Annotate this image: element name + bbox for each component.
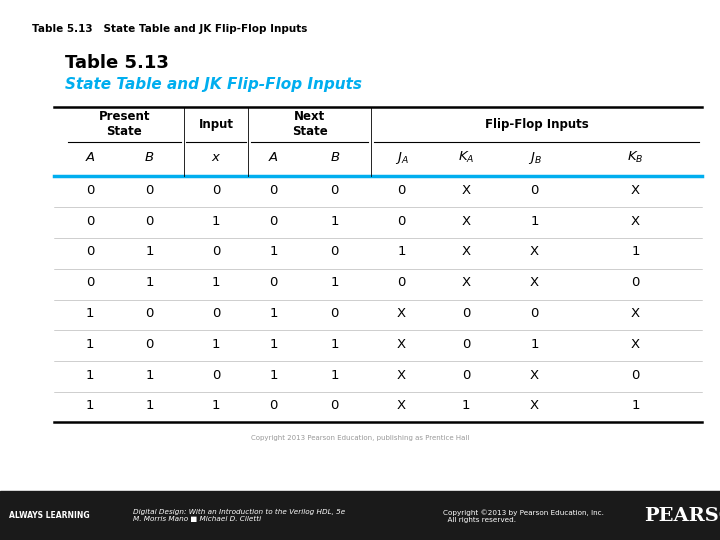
Text: 0: 0 bbox=[212, 245, 220, 259]
Text: X: X bbox=[631, 307, 640, 320]
Text: 1: 1 bbox=[269, 245, 278, 259]
Text: State Table and JK Flip-Flop Inputs: State Table and JK Flip-Flop Inputs bbox=[65, 77, 362, 92]
Text: $\mathit{K}_A$: $\mathit{K}_A$ bbox=[458, 150, 474, 165]
Text: 1: 1 bbox=[86, 399, 94, 413]
Text: $\mathit{J}_B$: $\mathit{J}_B$ bbox=[528, 150, 541, 166]
Text: X: X bbox=[397, 307, 406, 320]
Text: 0: 0 bbox=[269, 214, 278, 228]
Text: 0: 0 bbox=[269, 276, 278, 289]
Text: 1: 1 bbox=[269, 368, 278, 382]
Text: 0: 0 bbox=[269, 399, 278, 413]
Text: X: X bbox=[631, 184, 640, 197]
Text: 1: 1 bbox=[145, 245, 153, 259]
Text: 0: 0 bbox=[462, 338, 470, 351]
Text: X: X bbox=[530, 245, 539, 259]
Text: 1: 1 bbox=[86, 338, 94, 351]
Text: X: X bbox=[530, 276, 539, 289]
Text: 1: 1 bbox=[212, 276, 220, 289]
Text: 0: 0 bbox=[330, 399, 339, 413]
Text: 1: 1 bbox=[531, 214, 539, 228]
Text: 0: 0 bbox=[212, 184, 220, 197]
Text: 0: 0 bbox=[330, 245, 339, 259]
Text: $\mathit{B}$: $\mathit{B}$ bbox=[330, 151, 340, 164]
Text: X: X bbox=[397, 338, 406, 351]
Text: 0: 0 bbox=[397, 214, 405, 228]
Text: 0: 0 bbox=[212, 368, 220, 382]
Text: 1: 1 bbox=[212, 399, 220, 413]
Text: PEARSON: PEARSON bbox=[644, 507, 720, 525]
Text: ALWAYS LEARNING: ALWAYS LEARNING bbox=[9, 511, 89, 520]
Text: 1: 1 bbox=[330, 338, 339, 351]
Text: X: X bbox=[462, 276, 471, 289]
Text: 0: 0 bbox=[330, 184, 339, 197]
Text: $\mathit{K}_B$: $\mathit{K}_B$ bbox=[627, 150, 644, 165]
Text: 1: 1 bbox=[86, 307, 94, 320]
Text: 1: 1 bbox=[86, 368, 94, 382]
Text: X: X bbox=[530, 368, 539, 382]
Text: 0: 0 bbox=[531, 184, 539, 197]
Text: 1: 1 bbox=[330, 276, 339, 289]
Text: $\mathit{A}$: $\mathit{A}$ bbox=[268, 151, 279, 164]
Text: X: X bbox=[530, 399, 539, 413]
Text: 0: 0 bbox=[631, 368, 639, 382]
Text: $\mathit{J}_A$: $\mathit{J}_A$ bbox=[395, 150, 408, 166]
Text: 0: 0 bbox=[86, 184, 94, 197]
Text: Flip-Flop Inputs: Flip-Flop Inputs bbox=[485, 118, 588, 131]
Text: 0: 0 bbox=[145, 307, 153, 320]
Text: 0: 0 bbox=[631, 276, 639, 289]
Text: 1: 1 bbox=[330, 214, 339, 228]
Text: 0: 0 bbox=[145, 184, 153, 197]
Text: $\mathit{x}$: $\mathit{x}$ bbox=[211, 151, 221, 164]
Text: Present
State: Present State bbox=[99, 110, 150, 138]
Text: Next
State: Next State bbox=[292, 110, 328, 138]
Text: Table 5.13   State Table and JK Flip-Flop Inputs: Table 5.13 State Table and JK Flip-Flop … bbox=[32, 24, 307, 35]
Text: 1: 1 bbox=[531, 338, 539, 351]
Text: 0: 0 bbox=[86, 214, 94, 228]
Text: 1: 1 bbox=[212, 214, 220, 228]
Text: 1: 1 bbox=[631, 399, 639, 413]
Text: Digital Design: With an Introduction to the Verilog HDL, 5e
M. Morris Mano ■ Mic: Digital Design: With an Introduction to … bbox=[133, 509, 346, 522]
Text: 0: 0 bbox=[86, 276, 94, 289]
Text: 0: 0 bbox=[86, 245, 94, 259]
Text: X: X bbox=[397, 368, 406, 382]
Text: X: X bbox=[462, 184, 471, 197]
Text: Copyright 2013 Pearson Education, publishing as Prentice Hall: Copyright 2013 Pearson Education, publis… bbox=[251, 435, 469, 442]
Text: 1: 1 bbox=[145, 368, 153, 382]
Text: 1: 1 bbox=[631, 245, 639, 259]
Text: 1: 1 bbox=[145, 399, 153, 413]
Text: 0: 0 bbox=[531, 307, 539, 320]
Text: X: X bbox=[631, 214, 640, 228]
Text: X: X bbox=[397, 399, 406, 413]
Text: 0: 0 bbox=[269, 184, 278, 197]
Text: 1: 1 bbox=[269, 307, 278, 320]
Text: 1: 1 bbox=[145, 276, 153, 289]
Text: 0: 0 bbox=[462, 368, 470, 382]
Text: 0: 0 bbox=[462, 307, 470, 320]
Text: 1: 1 bbox=[397, 245, 405, 259]
Text: 0: 0 bbox=[397, 184, 405, 197]
Text: X: X bbox=[631, 338, 640, 351]
Text: 0: 0 bbox=[212, 307, 220, 320]
Text: X: X bbox=[462, 214, 471, 228]
Text: 0: 0 bbox=[330, 307, 339, 320]
Text: Input: Input bbox=[199, 118, 233, 131]
Text: 1: 1 bbox=[330, 368, 339, 382]
Text: 0: 0 bbox=[145, 338, 153, 351]
Text: Copyright ©2013 by Pearson Education, Inc.
  All rights reserved.: Copyright ©2013 by Pearson Education, In… bbox=[443, 509, 603, 523]
Text: 1: 1 bbox=[269, 338, 278, 351]
Text: X: X bbox=[462, 245, 471, 259]
Text: 0: 0 bbox=[145, 214, 153, 228]
Text: $\mathit{B}$: $\mathit{B}$ bbox=[144, 151, 155, 164]
Text: Table 5.13: Table 5.13 bbox=[65, 54, 168, 72]
Text: $\mathit{A}$: $\mathit{A}$ bbox=[84, 151, 96, 164]
Text: 1: 1 bbox=[462, 399, 470, 413]
Text: 0: 0 bbox=[397, 276, 405, 289]
Text: 1: 1 bbox=[212, 338, 220, 351]
